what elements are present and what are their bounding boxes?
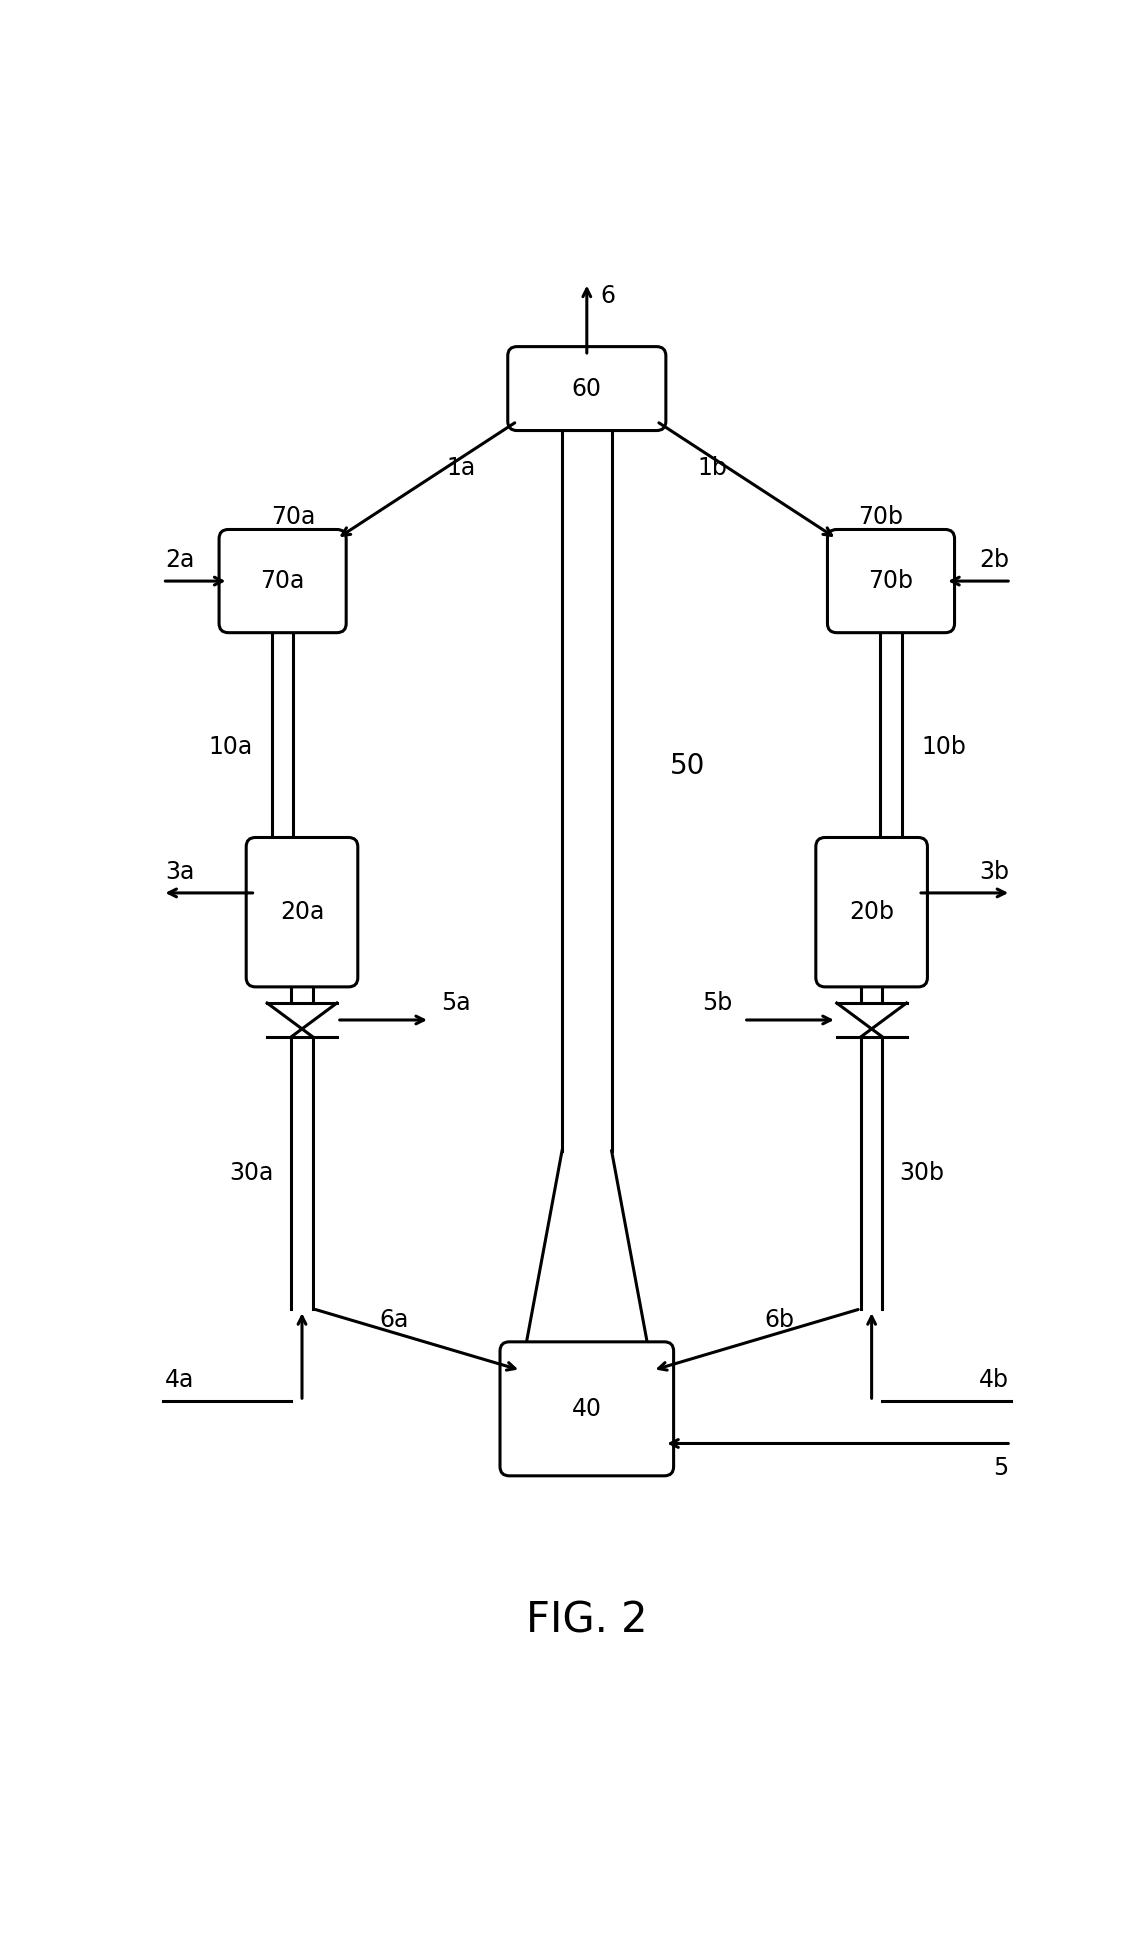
Text: 5: 5 [994,1456,1009,1480]
Text: 1b: 1b [697,456,727,480]
Text: 4a: 4a [165,1367,195,1392]
Text: 1a: 1a [447,456,475,480]
FancyBboxPatch shape [507,346,666,431]
Text: 5b: 5b [702,990,732,1016]
Text: 6b: 6b [765,1309,795,1332]
Text: 40: 40 [571,1396,602,1422]
Text: 3a: 3a [165,860,195,884]
Text: 70a: 70a [271,505,315,528]
Text: 70b: 70b [858,505,902,528]
Text: 20b: 20b [850,901,894,924]
FancyBboxPatch shape [219,530,346,633]
Text: 30b: 30b [900,1161,945,1185]
Text: 6: 6 [601,284,616,307]
Text: 2b: 2b [979,548,1009,571]
FancyBboxPatch shape [816,837,927,987]
Text: 60: 60 [571,377,602,400]
Text: 5a: 5a [442,990,471,1016]
Text: 50: 50 [670,752,705,781]
Text: FIG. 2: FIG. 2 [526,1600,648,1641]
Text: 70a: 70a [260,569,305,592]
Text: 6a: 6a [380,1309,409,1332]
Text: 10b: 10b [922,734,966,759]
Text: 3b: 3b [979,860,1009,884]
Text: 4b: 4b [979,1367,1009,1392]
Text: 70b: 70b [869,569,914,592]
Text: 30a: 30a [230,1161,274,1185]
Text: 20a: 20a [279,901,324,924]
FancyBboxPatch shape [246,837,357,987]
FancyBboxPatch shape [828,530,955,633]
Text: 10a: 10a [208,734,252,759]
Text: 2a: 2a [165,548,195,571]
FancyBboxPatch shape [500,1342,673,1476]
